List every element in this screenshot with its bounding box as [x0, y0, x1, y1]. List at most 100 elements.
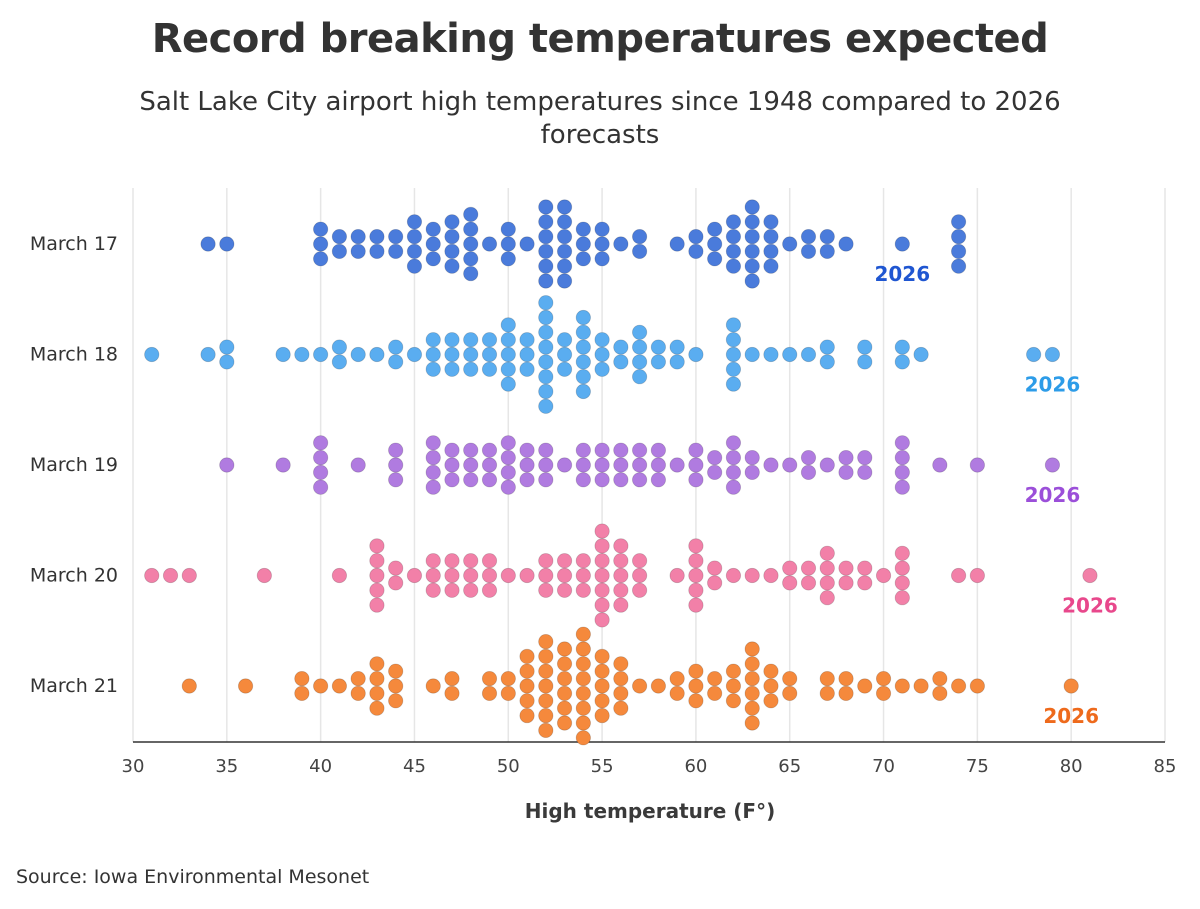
data-point [913, 678, 929, 694]
data-point [425, 332, 441, 348]
data-point [594, 678, 610, 694]
y-category-label: March 18 [30, 344, 118, 366]
data-point [575, 700, 591, 716]
data-point [800, 229, 817, 245]
data-point [369, 700, 385, 716]
data-point [725, 449, 742, 466]
data-point [782, 346, 798, 363]
data-point [763, 346, 779, 363]
data-point [725, 258, 742, 274]
data-point [744, 715, 760, 731]
data-point [369, 685, 385, 702]
data-point [782, 560, 798, 576]
data-point [500, 685, 516, 702]
data-point [669, 236, 685, 252]
data-point [950, 258, 967, 274]
data-point [688, 678, 704, 694]
data-point [388, 457, 404, 473]
data-point [613, 553, 629, 569]
data-point [406, 567, 423, 584]
data-point [294, 685, 310, 702]
data-point [688, 538, 704, 554]
data-point [669, 685, 685, 702]
y-category-label: March 21 [30, 675, 118, 697]
data-point [782, 457, 798, 473]
data-point [669, 670, 685, 687]
data-point [538, 567, 554, 584]
data-point [725, 479, 742, 495]
data-point [763, 693, 779, 709]
data-point [650, 442, 666, 458]
data-point [538, 295, 554, 311]
data-point [556, 715, 573, 731]
data-point [313, 678, 329, 694]
data-point [425, 582, 441, 598]
data-point [894, 575, 910, 591]
data-point [500, 361, 516, 377]
data-point [613, 685, 629, 702]
data-point [725, 214, 742, 230]
forecast-2026-label: 2026 [1025, 373, 1081, 397]
y-category-label: March 17 [30, 233, 118, 255]
data-point [725, 317, 742, 333]
data-point [481, 567, 498, 584]
data-point [388, 663, 404, 679]
data-point [857, 449, 873, 466]
data-point [575, 715, 591, 731]
data-point [725, 229, 742, 245]
data-point [519, 678, 535, 694]
data-point [538, 693, 554, 709]
data-point [463, 582, 479, 598]
data-point [894, 560, 910, 576]
data-point [613, 472, 629, 488]
y-axis-labels: March 17 March 18 March 19 March 20 March 21 [30, 233, 118, 697]
data-point [669, 457, 685, 473]
data-point [575, 582, 591, 598]
y-category-label: March 19 [30, 454, 118, 476]
data-point [463, 567, 479, 584]
data-point [688, 442, 704, 458]
data-point [763, 214, 779, 230]
data-point [594, 582, 610, 598]
data-point [1026, 346, 1042, 363]
data-point [1063, 678, 1079, 694]
data-point [575, 236, 591, 252]
data-point [369, 538, 385, 554]
data-point [481, 582, 498, 598]
data-point [894, 449, 910, 466]
data-point [538, 442, 554, 458]
x-tick-label: 80 [1060, 756, 1083, 777]
data-point [500, 251, 516, 267]
data-point [519, 663, 535, 679]
data-point [481, 236, 498, 252]
data-point [181, 678, 197, 694]
data-point [613, 236, 629, 252]
data-point [800, 346, 817, 363]
data-point [463, 457, 479, 473]
data-point [444, 457, 460, 473]
data-point [463, 221, 479, 237]
data-point [313, 251, 329, 267]
data-point [613, 457, 629, 473]
data-point [444, 582, 460, 598]
data-point [331, 339, 347, 355]
data-point [894, 678, 910, 694]
data-point [444, 472, 460, 488]
data-point [313, 236, 329, 252]
data-point [500, 479, 516, 495]
data-point [575, 567, 591, 584]
data-point [425, 361, 441, 377]
data-point [350, 229, 366, 245]
data-point [444, 214, 460, 230]
data-point [875, 670, 892, 687]
data-point [819, 670, 835, 687]
data-point [538, 633, 554, 650]
data-point [744, 346, 760, 363]
data-point [369, 553, 385, 569]
data-point [369, 582, 385, 598]
data-point [388, 339, 404, 355]
data-point [894, 236, 910, 252]
data-point [707, 236, 723, 252]
data-point [444, 553, 460, 569]
data-point [275, 457, 291, 473]
